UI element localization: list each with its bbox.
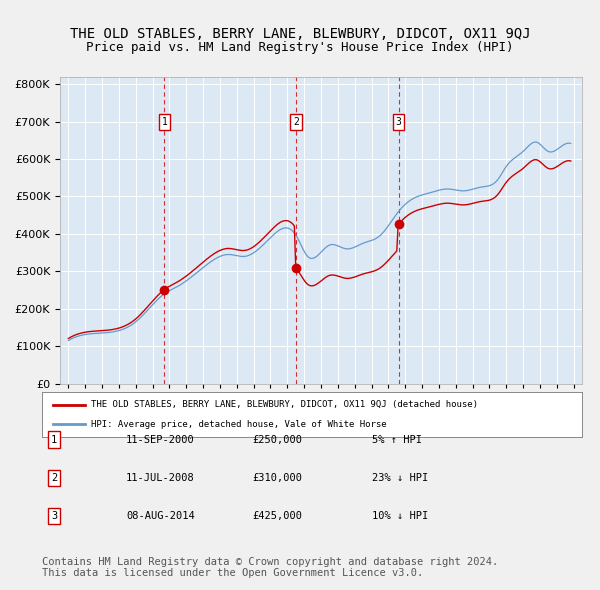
Text: 10% ↓ HPI: 10% ↓ HPI xyxy=(372,512,428,521)
Text: 3: 3 xyxy=(51,512,57,521)
Text: Price paid vs. HM Land Registry's House Price Index (HPI): Price paid vs. HM Land Registry's House … xyxy=(86,41,514,54)
Text: HPI: Average price, detached house, Vale of White Horse: HPI: Average price, detached house, Vale… xyxy=(91,419,386,429)
Text: 11-SEP-2000: 11-SEP-2000 xyxy=(126,435,195,444)
Text: 2: 2 xyxy=(51,473,57,483)
Text: THE OLD STABLES, BERRY LANE, BLEWBURY, DIDCOT, OX11 9QJ: THE OLD STABLES, BERRY LANE, BLEWBURY, D… xyxy=(70,27,530,41)
Text: 08-AUG-2014: 08-AUG-2014 xyxy=(126,512,195,521)
Text: Contains HM Land Registry data © Crown copyright and database right 2024.
This d: Contains HM Land Registry data © Crown c… xyxy=(42,556,498,578)
Text: 5% ↑ HPI: 5% ↑ HPI xyxy=(372,435,422,444)
Text: 23% ↓ HPI: 23% ↓ HPI xyxy=(372,473,428,483)
Text: 1: 1 xyxy=(161,117,167,127)
Text: 1: 1 xyxy=(51,435,57,444)
Text: £425,000: £425,000 xyxy=(252,512,302,521)
Text: THE OLD STABLES, BERRY LANE, BLEWBURY, DIDCOT, OX11 9QJ (detached house): THE OLD STABLES, BERRY LANE, BLEWBURY, D… xyxy=(91,400,478,409)
Text: 2: 2 xyxy=(293,117,299,127)
Text: 11-JUL-2008: 11-JUL-2008 xyxy=(126,473,195,483)
Text: £310,000: £310,000 xyxy=(252,473,302,483)
Text: 3: 3 xyxy=(395,117,401,127)
Text: £250,000: £250,000 xyxy=(252,435,302,444)
